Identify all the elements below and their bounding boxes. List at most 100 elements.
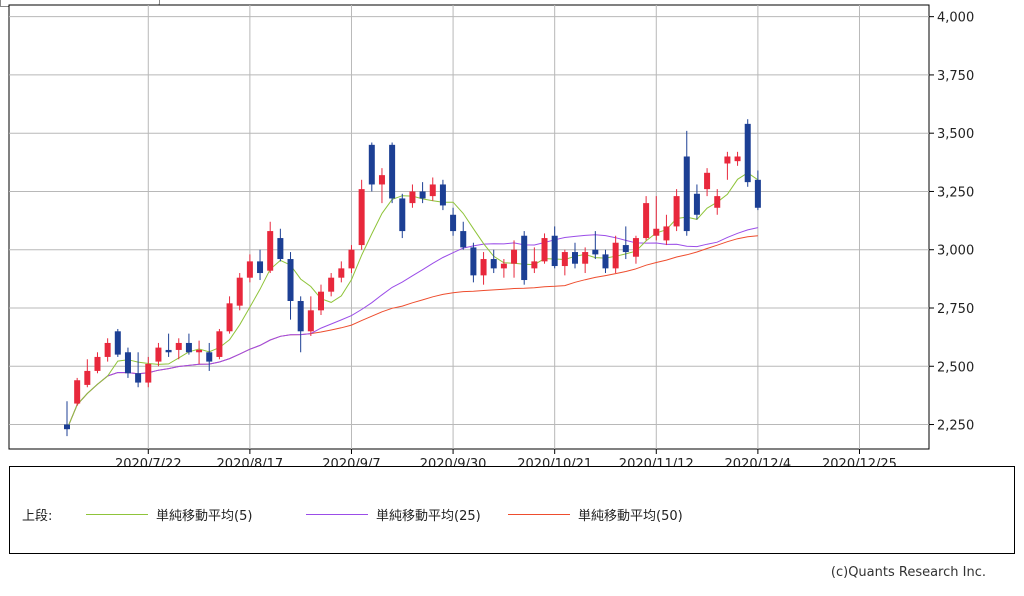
candle-down (368, 144, 375, 185)
y-tick-label: 3,750 (937, 69, 974, 84)
candle-up (348, 249, 355, 269)
candle-down (470, 247, 477, 276)
candle-down (287, 259, 294, 301)
candle-up (714, 196, 721, 208)
candle-up (267, 231, 274, 271)
legend-item-ma25: 単純移動平均(25) (306, 505, 481, 524)
candle-up (673, 196, 680, 227)
candle-up (318, 291, 324, 311)
candle-up (216, 331, 223, 357)
candle-up (338, 268, 345, 278)
candle-up (378, 175, 385, 185)
y-tick-label: 2,250 (937, 419, 974, 434)
y-tick-label: 3,250 (937, 185, 974, 200)
y-axis-ticks: 2,250 2,500 2,750 3,000 3,250 3,500 3,750 4,000 (929, 11, 974, 434)
candle-down (592, 249, 599, 255)
legend-label-ma5: 単純移動平均(5) (156, 509, 253, 524)
candle-down (572, 252, 578, 264)
candle-down (297, 301, 304, 332)
candle-up (226, 303, 233, 332)
legend-item-ma5: 単純移動平均(5) (86, 505, 252, 524)
candle-down (460, 231, 467, 248)
x-tick-label: 2020/9/7 (322, 457, 380, 466)
x-tick-label: 2020/10/21 (517, 457, 592, 466)
candle-down (389, 144, 396, 199)
candle-up (175, 342, 182, 350)
x-tick-label: 2020/12/4 (725, 457, 792, 466)
candle-up (429, 184, 436, 197)
candle-up (94, 356, 101, 371)
candle-up (541, 238, 548, 262)
y-tick-label: 3,500 (937, 127, 974, 142)
candle-down (490, 259, 497, 269)
candle-up (74, 380, 81, 404)
x-axis-ticks: 2020/7/22 2020/8/17 2020/9/7 2020/9/30 2020/… (115, 449, 897, 466)
candle-up (145, 363, 152, 383)
candle-up (500, 263, 507, 269)
ma-25-polyline (66, 227, 759, 430)
candle-down (185, 342, 192, 353)
x-tick-label: 2020/9/30 (420, 457, 487, 466)
legend-box: 上段: 単純移動平均(5) 単純移動平均(25) 単純移動平均(50) (9, 466, 1015, 554)
candle-down (114, 331, 121, 355)
candle-down (439, 184, 446, 206)
candle-down (693, 193, 700, 215)
x-tick-label: 2020/11/12 (619, 457, 694, 466)
ma-25-line (66, 227, 759, 430)
legend-label-ma50: 単純移動平均(50) (578, 509, 683, 524)
y-tick-label: 2,500 (937, 360, 974, 375)
candle-down (419, 191, 426, 199)
x-tick-label: 2020/8/17 (217, 457, 284, 466)
legend-item-ma50: 単純移動平均(50) (508, 505, 683, 524)
candle-up (643, 203, 650, 239)
gridlines (9, 5, 929, 449)
candle-down (124, 352, 131, 374)
candle-up (409, 191, 416, 204)
candle-up (561, 252, 568, 267)
legend-line-ma50 (508, 514, 570, 515)
candle-down (277, 238, 284, 260)
candle-up (511, 249, 518, 264)
candle-up (155, 347, 162, 362)
candle-up (480, 259, 487, 276)
candle-down (206, 352, 213, 362)
candles (64, 119, 761, 437)
candle-down (744, 123, 751, 183)
candle-up (328, 277, 335, 292)
candle-up (307, 310, 314, 332)
copyright-credit: (c)Quants Research Inc. (830, 565, 986, 580)
candle-down (165, 349, 172, 353)
candle-up (663, 226, 670, 241)
candle-down (683, 156, 690, 232)
candle-up (724, 156, 731, 164)
candle-up (632, 238, 639, 257)
candlestick-chart: 2,250 2,500 2,750 3,000 3,250 3,500 3,750 4,000… (8, 4, 974, 466)
candle-down (602, 254, 609, 269)
y-tick-label: 3,000 (937, 244, 974, 259)
candle-up (612, 242, 619, 269)
candle-down (622, 245, 629, 253)
candle-down (551, 235, 558, 267)
candle-down (64, 424, 70, 430)
candle-down (135, 373, 142, 383)
plot-frame (8, 4, 930, 450)
candle-up (704, 172, 711, 190)
candle-down (754, 179, 761, 208)
candle-down (450, 214, 457, 232)
legend-label-ma25: 単純移動平均(25) (376, 509, 481, 524)
candle-up (104, 342, 111, 357)
candle-down (257, 261, 264, 274)
legend-line-ma25 (306, 514, 368, 515)
candle-up (358, 189, 365, 246)
x-tick-label: 2020/7/22 (115, 457, 182, 466)
candle-up (236, 277, 243, 306)
candle-up (246, 261, 253, 278)
candle-up (196, 349, 203, 353)
candle-up (653, 228, 660, 236)
candle-down (521, 235, 528, 281)
candle-up (84, 370, 91, 385)
x-tick-label: 2020/12/25 (822, 457, 897, 466)
candle-up (734, 156, 741, 162)
candle-up (531, 261, 538, 269)
y-tick-label: 2,750 (937, 302, 974, 317)
